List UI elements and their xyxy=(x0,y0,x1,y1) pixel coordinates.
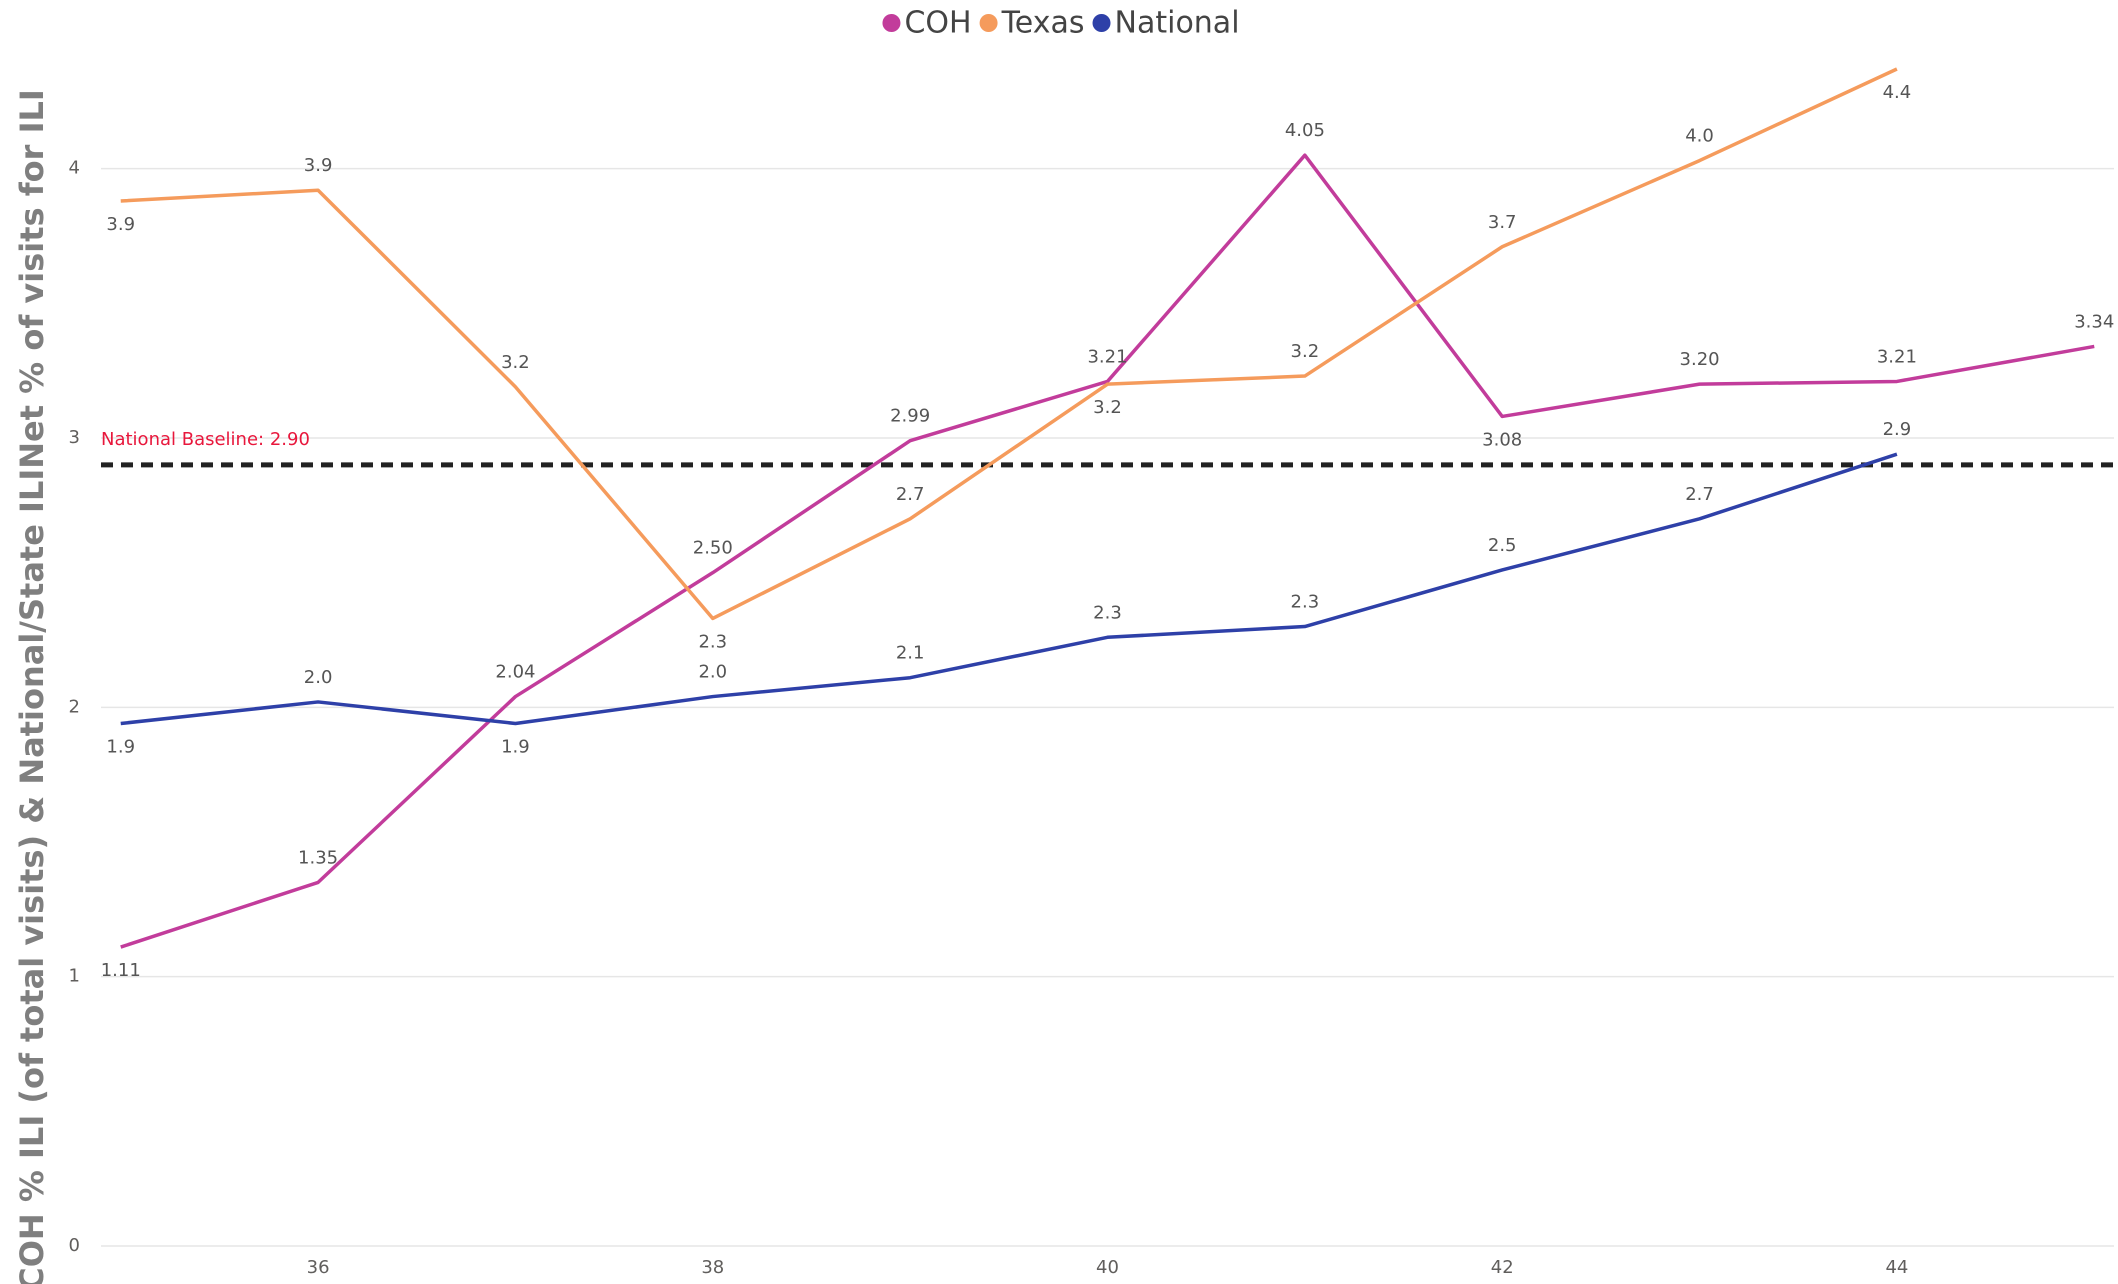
data-label: 2.0 xyxy=(304,667,333,688)
data-label: 3.9 xyxy=(304,155,333,176)
y-tick-label: 4 xyxy=(69,158,80,179)
legend-label: Texas xyxy=(1001,6,1085,41)
series-line xyxy=(120,153,2095,949)
data-label: 2.5 xyxy=(1488,535,1517,556)
data-label: 2.1 xyxy=(896,643,925,664)
data-label: 3.2 xyxy=(1291,341,1320,362)
data-label: 1.9 xyxy=(106,736,135,757)
data-label: 2.3 xyxy=(1291,592,1320,613)
legend-marker xyxy=(1092,14,1111,32)
data-label: 2.7 xyxy=(896,484,925,505)
data-label: 4.05 xyxy=(1285,120,1325,141)
data-label: 4.4 xyxy=(1883,82,1912,103)
data-label: 1.9 xyxy=(501,736,530,757)
data-label: 2.7 xyxy=(1685,484,1714,505)
data-label: 3.9 xyxy=(106,214,135,235)
x-tick-label: 44 xyxy=(1885,1257,1908,1278)
x-tick-label: 38 xyxy=(701,1257,724,1278)
x-tick-label: 42 xyxy=(1491,1257,1514,1278)
data-label: 3.7 xyxy=(1488,212,1517,233)
y-tick-label: 1 xyxy=(69,966,80,987)
data-label: 1.11 xyxy=(101,960,141,981)
series-line xyxy=(120,67,1898,621)
data-label: 1.35 xyxy=(298,847,338,868)
data-label: 3.21 xyxy=(1087,346,1127,367)
data-label: 2.9 xyxy=(1883,419,1912,440)
data-label: 2.99 xyxy=(890,406,930,427)
series-line xyxy=(120,452,1898,726)
data-label: 3.34 xyxy=(2074,311,2114,332)
y-axis-title: COH % ILI (of total visits) & National/S… xyxy=(13,89,51,1284)
y-tick-label: 2 xyxy=(69,696,80,717)
data-label: 3.2 xyxy=(501,352,530,373)
legend-label: COH xyxy=(904,6,971,41)
y-tick-label: 0 xyxy=(69,1235,80,1256)
data-label: 2.3 xyxy=(698,631,727,652)
data-label: 3.20 xyxy=(1680,349,1720,370)
legend-marker xyxy=(882,14,901,32)
x-tick-label: 40 xyxy=(1096,1257,1119,1278)
data-label: 4.0 xyxy=(1685,126,1714,147)
x-tick-label: 36 xyxy=(307,1257,330,1278)
data-label: 2.0 xyxy=(698,662,727,683)
data-label: 2.50 xyxy=(693,538,733,559)
baseline-label: National Baseline: 2.90 xyxy=(101,429,310,450)
legend-marker xyxy=(979,14,998,32)
data-label: 2.04 xyxy=(495,662,535,683)
legend-label: National xyxy=(1115,6,1240,41)
y-tick-label: 3 xyxy=(69,427,80,448)
data-label: 2.3 xyxy=(1093,602,1122,623)
data-label: 3.08 xyxy=(1482,429,1522,450)
data-label: 3.2 xyxy=(1093,397,1122,418)
data-label: 3.21 xyxy=(1877,346,1917,367)
